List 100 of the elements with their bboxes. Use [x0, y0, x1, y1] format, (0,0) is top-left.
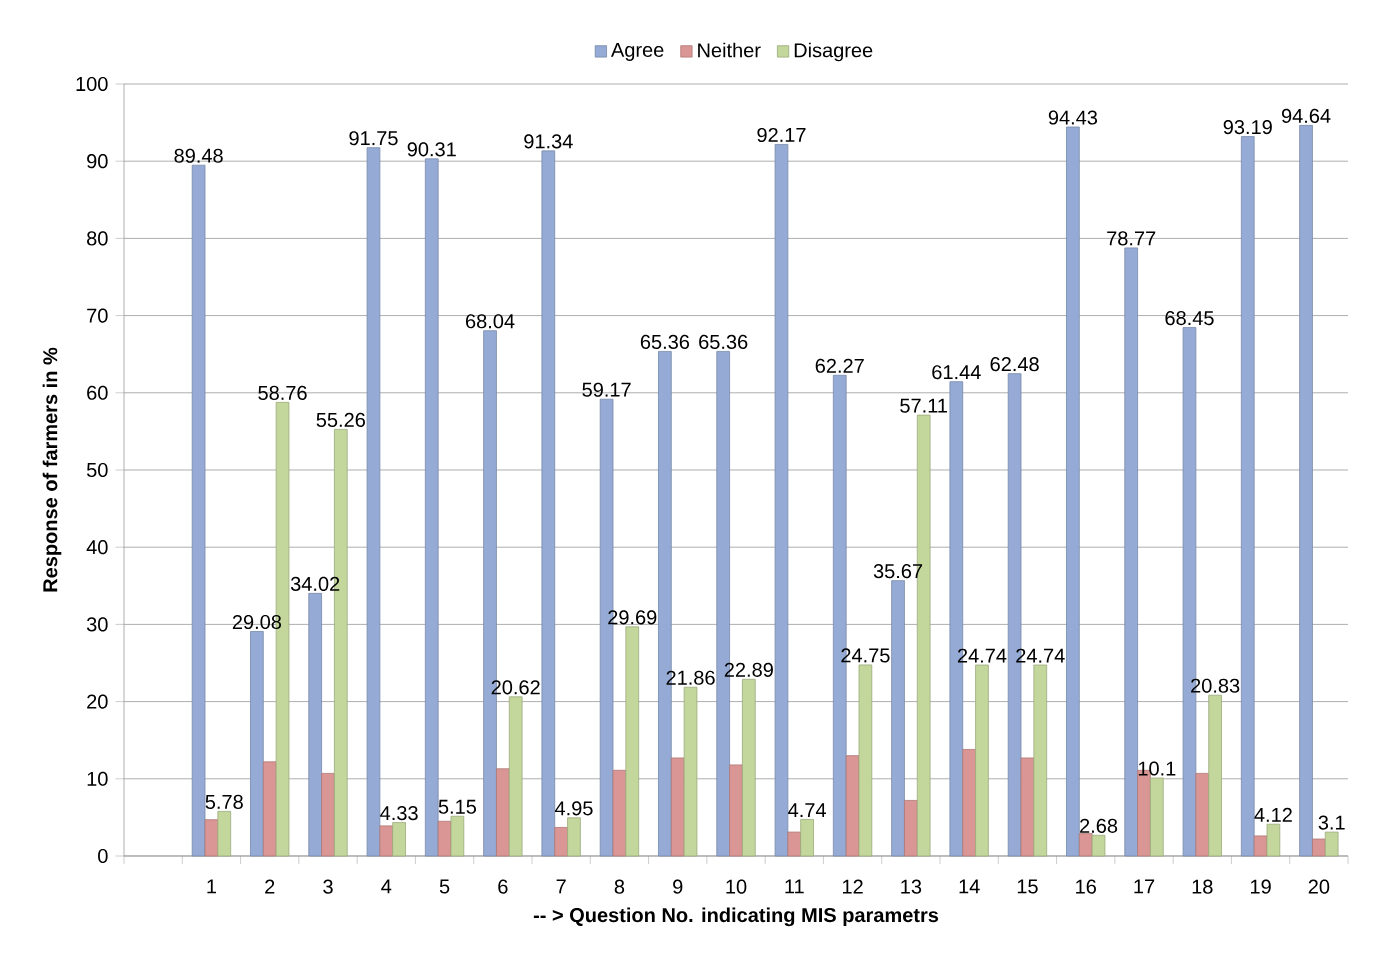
bar [625, 626, 640, 857]
legend-label: Disagree [794, 42, 873, 62]
x-tick-label: 5 [439, 879, 450, 894]
y-tick-label: 70 [87, 308, 108, 323]
bar [1091, 834, 1106, 857]
x-tick-label: 1 [207, 879, 217, 894]
x-tick-label: 8 [614, 879, 625, 894]
y-tick-label: 50 [86, 462, 108, 478]
bar [567, 817, 581, 857]
bar [1312, 838, 1326, 857]
y-tick-label: 40 [86, 540, 108, 555]
data-label: 5.15 [438, 799, 477, 814]
bar [554, 827, 568, 857]
bar [217, 810, 232, 857]
data-label: 10.1 [1138, 761, 1176, 776]
data-label: 29.08 [232, 614, 282, 630]
x-tick-label: 20 [1308, 879, 1330, 894]
data-label: 94.43 [1048, 110, 1098, 125]
data-label: 4.95 [554, 801, 593, 816]
data-label: 20.83 [1191, 678, 1240, 693]
data-label: 4.74 [788, 803, 826, 817]
x-tick-label: 16 [1076, 879, 1096, 894]
bar [1150, 777, 1164, 857]
data-label: 65.36 [640, 334, 690, 350]
x-tick-label: 10 [726, 879, 747, 894]
bar [742, 678, 756, 857]
x-tick-label: 7 [556, 879, 566, 894]
data-label: 94.64 [1281, 108, 1331, 123]
x-tick-label: 3 [323, 879, 333, 894]
bar [858, 664, 873, 857]
bar [891, 580, 905, 857]
data-label: 24.74 [1016, 648, 1065, 663]
data-label: 92.17 [757, 127, 806, 143]
bar [1033, 664, 1048, 857]
y-axis-title: Response of farmers in % [42, 347, 62, 592]
bar [800, 819, 814, 857]
data-label: 21.86 [666, 670, 715, 685]
data-label: 34.02 [290, 576, 340, 591]
data-label: 3.1 [1318, 815, 1345, 830]
bar [392, 822, 406, 857]
data-label: 58.76 [258, 385, 307, 400]
bar [962, 749, 976, 857]
bar [774, 144, 789, 857]
data-label: 4.12 [1254, 807, 1292, 822]
data-label: 90.31 [407, 142, 456, 157]
x-tick-label: 15 [1017, 879, 1038, 894]
bar [904, 800, 918, 857]
bar [1266, 823, 1281, 857]
bar [1253, 835, 1268, 857]
x-tick-label: 19 [1250, 879, 1271, 894]
x-axis-title: -- > Question No. indicating MIS parametrs [533, 907, 939, 927]
y-tick-label: 20 [87, 694, 108, 709]
data-label: 61.44 [932, 365, 981, 380]
y-tick-label: 90 [87, 154, 108, 169]
y-tick-label: 60 [87, 385, 108, 400]
bar [1195, 772, 1210, 857]
bar [366, 147, 381, 857]
data-label: 24.74 [957, 648, 1007, 663]
bar [1124, 247, 1138, 857]
x-tick-label: 14 [959, 879, 980, 894]
bar [321, 772, 335, 857]
bar [1066, 126, 1080, 857]
data-label: 5.78 [205, 794, 243, 809]
bar [612, 769, 627, 857]
data-label: 91.34 [524, 134, 573, 149]
data-label: 65.36 [699, 334, 748, 350]
bar [1020, 757, 1035, 857]
data-label: 89.48 [174, 148, 223, 163]
data-label: 62.27 [815, 358, 864, 373]
bar [1324, 831, 1339, 857]
data-label: 35.67 [873, 564, 923, 579]
y-tick-label: 100 [76, 76, 108, 92]
data-label: 57.11 [900, 398, 947, 413]
x-tick-label: 2 [265, 879, 275, 894]
bar [191, 164, 206, 857]
data-label: 55.26 [316, 412, 365, 427]
bar [541, 150, 556, 857]
bar [1208, 694, 1222, 857]
x-tick-label: 6 [498, 879, 508, 894]
data-label: 78.77 [1107, 231, 1156, 246]
bar [508, 696, 523, 857]
x-tick-label: 13 [901, 879, 922, 894]
y-tick-label: 10 [87, 771, 108, 786]
data-label: 68.45 [1165, 311, 1214, 326]
bar [379, 825, 394, 857]
x-tick-label: 9 [673, 879, 683, 894]
data-label: 4.33 [380, 806, 418, 821]
bar [308, 592, 322, 857]
bar [250, 631, 264, 857]
bar [450, 815, 465, 857]
data-label: 20.62 [491, 680, 540, 695]
bar [729, 764, 743, 857]
data-label: 59.17 [582, 382, 631, 397]
y-tick-label: 80 [87, 231, 108, 246]
bar [1299, 124, 1313, 857]
data-label: 24.75 [841, 648, 890, 663]
data-label: 93.19 [1223, 120, 1272, 135]
legend-label: Agree [611, 43, 664, 61]
bar [496, 768, 510, 857]
data-label: 68.04 [466, 314, 515, 329]
